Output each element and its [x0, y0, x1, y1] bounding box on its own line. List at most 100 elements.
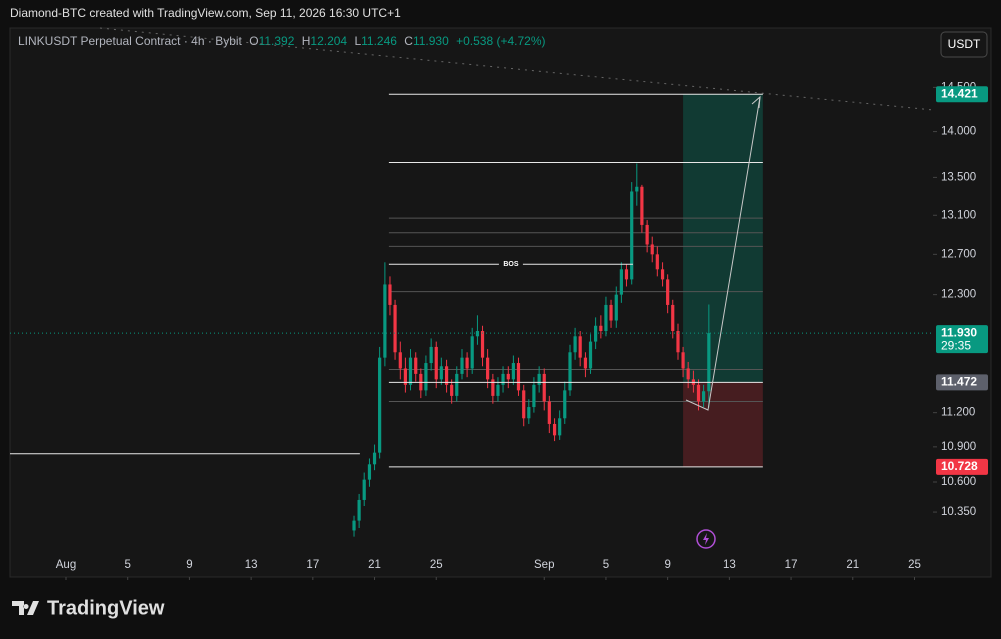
- candle-body: [640, 186, 644, 225]
- candle-body: [619, 269, 623, 295]
- candle-body: [645, 224, 649, 245]
- candle-body: [568, 352, 572, 391]
- symbol: LINKUSDT Perpetual Contract · 4h · Bybit: [18, 34, 243, 48]
- candle-body: [701, 391, 706, 402]
- candle-body: [666, 279, 670, 305]
- candle-body: [686, 368, 690, 380]
- close-value: 11.930: [413, 34, 449, 48]
- logo-text: TradingView: [47, 597, 165, 619]
- candle-body: [352, 520, 356, 531]
- price-axis-background: [933, 28, 991, 577]
- candle-body: [408, 357, 413, 385]
- candle-body: [480, 331, 485, 358]
- y-tick-label: 12.300: [941, 289, 976, 301]
- candle-body: [609, 304, 613, 321]
- candle-body: [671, 304, 675, 332]
- candle-body: [460, 357, 464, 374]
- x-tick-label: Sep: [534, 559, 554, 571]
- candle-body: [599, 325, 603, 332]
- candle-body: [542, 373, 546, 402]
- candle-body: [455, 373, 459, 396]
- candle-body: [537, 373, 541, 385]
- candle-body: [650, 244, 654, 255]
- candle-body: [624, 269, 629, 280]
- x-tick-label: 21: [368, 559, 381, 571]
- candle-body: [527, 407, 531, 419]
- arrow-head: [751, 95, 761, 109]
- candle-body: [588, 341, 593, 369]
- y-tick-label: 12.700: [941, 248, 976, 260]
- candle-body: [491, 379, 495, 396]
- candle-body: [357, 499, 361, 521]
- stop-label: 10.728: [941, 459, 978, 473]
- y-tick-label: 11.200: [941, 407, 975, 419]
- candle-body: [532, 384, 536, 408]
- candle-body: [604, 304, 608, 332]
- candle-body: [424, 363, 428, 391]
- x-tick-label: 5: [603, 559, 609, 571]
- candle-body: [414, 357, 418, 374]
- currency-button[interactable]: [940, 31, 988, 58]
- target-zone: [683, 94, 763, 383]
- stop-badge: [936, 458, 988, 475]
- candle-body: [696, 384, 701, 402]
- candle-body: [501, 373, 505, 385]
- candle-body: [398, 352, 402, 369]
- currency-button-label[interactable]: USDT: [948, 37, 981, 51]
- candle-body: [362, 479, 366, 500]
- alert-icon[interactable]: [696, 529, 716, 549]
- candle-body: [444, 366, 449, 385]
- chart-frame: [9, 27, 992, 578]
- x-tick-label: 25: [430, 559, 443, 571]
- open-value: 11.392: [259, 34, 295, 48]
- candle-body: [393, 304, 397, 353]
- candle-body: [429, 346, 433, 364]
- x-tick-label: 13: [723, 559, 736, 571]
- candle-body: [506, 373, 510, 380]
- candle-body: [496, 384, 500, 396]
- candle-body: [552, 423, 557, 436]
- candle-body: [516, 363, 521, 391]
- target-label: 14.421: [941, 86, 978, 100]
- candle-body: [563, 390, 567, 419]
- ohlc-o: O: [249, 34, 258, 48]
- candle-body: [383, 284, 387, 358]
- candle-body: [388, 284, 392, 305]
- level-label-bg: [498, 259, 523, 270]
- stop-zone: [683, 382, 763, 467]
- candle-body: [511, 363, 515, 380]
- y-tick-label: 10.600: [941, 476, 976, 488]
- x-tick-label: 21: [846, 559, 859, 571]
- candle-body: [635, 186, 639, 192]
- high-value: 12.204: [310, 34, 347, 48]
- tradingview-logo: TradingView: [12, 597, 165, 619]
- level-label: BOS: [503, 261, 519, 268]
- candle-body: [660, 269, 665, 280]
- candle-body: [558, 418, 562, 436]
- candle-body: [434, 346, 438, 380]
- candle-body: [367, 464, 372, 480]
- ohlc-c: C: [404, 34, 413, 48]
- last-price-label: 11.930: [941, 325, 977, 339]
- candle-body: [522, 390, 526, 419]
- plot-background: [10, 28, 933, 577]
- x-tick-label: 9: [186, 559, 192, 571]
- x-tick-label: 17: [785, 559, 798, 571]
- credit: Diamond-BTC created with TradingView.com…: [10, 6, 401, 20]
- change: +0.538 (+4.72%): [456, 34, 545, 48]
- x-tick-label: 25: [908, 559, 921, 571]
- plot: BOS: [10, 93, 763, 537]
- entry-badge: [936, 374, 988, 391]
- symbol-line: LINKUSDT Perpetual Contract · 4h · Bybit…: [18, 34, 546, 48]
- x-tick-label: Aug: [56, 559, 76, 571]
- low-value: 11.246: [361, 34, 397, 48]
- entry-label: 11.472: [941, 375, 977, 389]
- projection-arrow: [685, 96, 761, 411]
- candle-body: [676, 331, 680, 353]
- candle-body: [486, 357, 490, 380]
- candle-body: [378, 357, 382, 453]
- y-tick-label: 13.100: [941, 209, 976, 221]
- x-tick-label: 17: [306, 559, 319, 571]
- x-tick-label: 5: [125, 559, 131, 571]
- candle-body: [475, 331, 480, 337]
